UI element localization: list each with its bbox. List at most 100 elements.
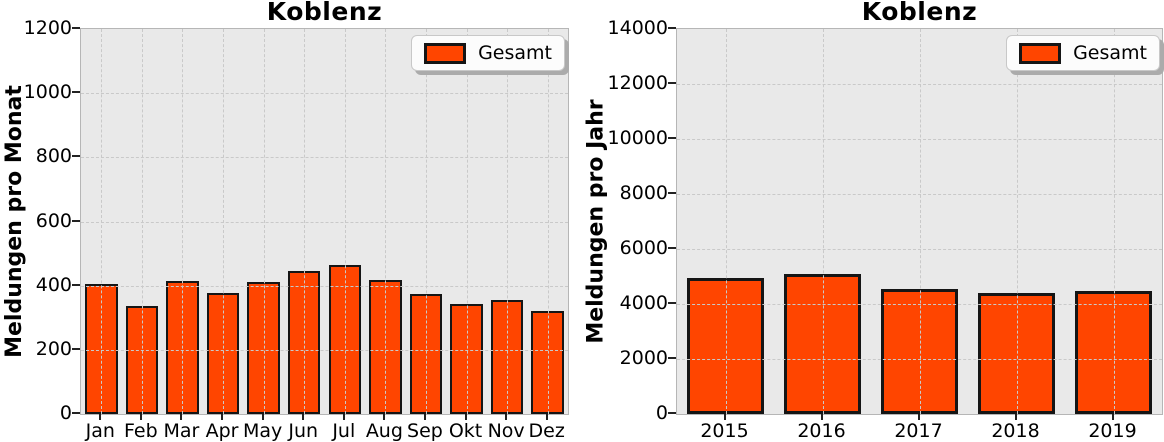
x-tick-mark (383, 413, 386, 420)
x-tick-label: Nov (487, 420, 525, 442)
v-gridline (425, 29, 427, 414)
legend: Gesamt (411, 35, 565, 71)
y-tick-label: 400 (35, 273, 72, 296)
v-gridline (547, 29, 549, 414)
x-tick-mark (917, 413, 920, 420)
chart-monthly: Koblenz Meldungen pro Monat Gesamt 0 200 4… (2, 0, 569, 442)
y-tick-label: 200 (35, 337, 72, 360)
y-tick-label: 8000 (619, 182, 668, 204)
v-gridline (101, 29, 103, 414)
h-gridline (81, 157, 568, 159)
x-tick-mark (180, 413, 183, 420)
bar (247, 281, 280, 414)
y-tick-mark (668, 82, 676, 84)
y-tick-label: 0 (655, 402, 668, 424)
chart-yearly: Koblenz Meldungen pro Jahr Gesamt 0 2000 4… (582, 0, 1164, 442)
plot-area (676, 28, 1163, 415)
x-tick-label: Dez (528, 420, 565, 442)
y-tick-mark (668, 247, 676, 249)
y-tick-mark (668, 357, 676, 359)
h-gridline (81, 349, 568, 351)
bar (166, 281, 199, 414)
x-tick-mark (342, 413, 345, 420)
y-tick-label: 1200 (23, 17, 72, 39)
bar (287, 270, 321, 414)
x-tick-mark (820, 413, 823, 420)
bar (531, 310, 564, 414)
x-tick-mark (505, 413, 508, 420)
y-tick-label: 14000 (607, 17, 668, 39)
legend: Gesamt (1006, 35, 1160, 71)
x-tick-mark (464, 413, 467, 420)
v-gridline (385, 29, 387, 414)
bar (450, 303, 483, 414)
y-tick-label: 600 (35, 209, 72, 232)
x-tick-label: Okt (448, 420, 483, 442)
bar (125, 305, 159, 414)
legend-swatch (1019, 42, 1062, 64)
y-tick-mark (668, 27, 676, 29)
chart-title: Koblenz (861, 0, 978, 26)
v-gridline (919, 29, 921, 414)
x-tick-mark (261, 413, 264, 420)
legend-label: Gesamt (1073, 42, 1147, 64)
y-tick-mark (72, 91, 80, 94)
h-gridline (81, 221, 568, 223)
x-tick-mark (723, 413, 726, 420)
plot-area (80, 28, 569, 415)
x-tick-label: Apr (205, 420, 239, 442)
x-tick-label: May (242, 420, 283, 442)
y-tick-label: 0 (59, 402, 72, 424)
x-tick-label: Jun (288, 420, 319, 442)
chart-title: Koblenz (266, 0, 383, 26)
x-tick-label: 2015 (700, 420, 749, 442)
x-tick-mark (221, 413, 224, 420)
x-tick-label: 2017 (894, 420, 943, 442)
v-gridline (466, 29, 468, 414)
legend-label: Gesamt (478, 42, 552, 64)
x-tick-label: Jul (332, 420, 356, 442)
v-gridline (725, 29, 727, 414)
bar (409, 294, 443, 414)
y-tick-mark (72, 155, 80, 158)
x-tick-mark (1014, 413, 1017, 420)
y-tick-mark (668, 192, 676, 194)
bar (206, 293, 240, 414)
y-tick-mark (72, 27, 80, 29)
x-tick-label: Feb (124, 420, 158, 442)
x-tick-mark (302, 413, 305, 420)
y-tick-mark (72, 412, 80, 414)
bar (880, 289, 959, 414)
y-tick-mark (668, 302, 676, 304)
y-tick-label: 1000 (23, 81, 72, 104)
v-gridline (507, 29, 509, 414)
x-tick-label: Sep (407, 420, 443, 442)
bar (686, 277, 765, 414)
x-tick-label: Mar (163, 420, 200, 442)
bar (1074, 291, 1153, 414)
y-tick-mark (72, 347, 80, 350)
x-tick-mark (1111, 413, 1114, 420)
v-gridline (822, 29, 824, 414)
bar (85, 284, 118, 414)
y-tick-label: 800 (35, 145, 72, 168)
x-tick-label: 2018 (991, 420, 1040, 442)
v-gridline (182, 29, 184, 414)
x-tick-label: 2019 (1088, 420, 1137, 442)
v-gridline (1113, 29, 1115, 414)
x-tick-mark (423, 413, 426, 420)
x-tick-label: Aug (365, 420, 403, 442)
y-tick-label: 10000 (607, 127, 668, 149)
x-tick-label: 2016 (797, 420, 846, 442)
v-gridline (304, 29, 306, 414)
bar (783, 274, 862, 414)
bar (369, 280, 402, 414)
y-tick-mark (72, 219, 80, 222)
y-tick-label: 6000 (619, 237, 668, 259)
v-gridline (141, 29, 143, 414)
bar (490, 300, 524, 414)
v-gridline (223, 29, 225, 414)
legend-swatch (424, 42, 467, 64)
y-tick-label: 2000 (619, 347, 668, 369)
